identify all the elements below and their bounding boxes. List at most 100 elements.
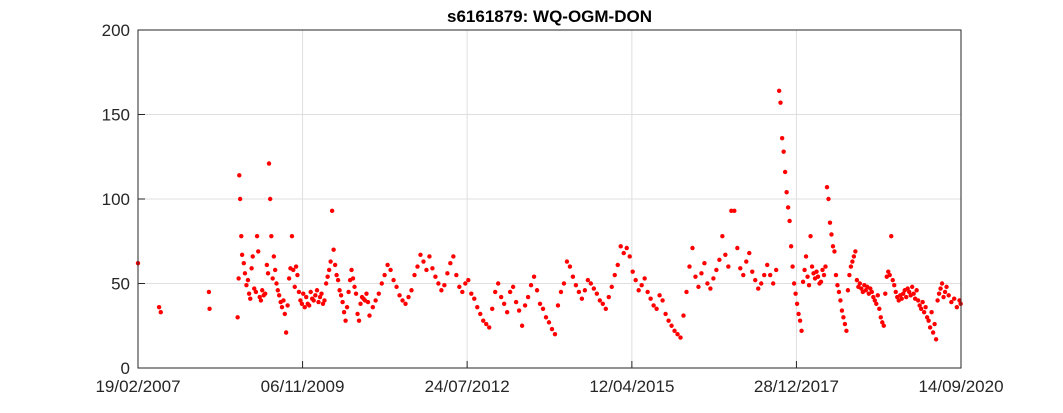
data-point [252, 286, 257, 291]
data-point [365, 299, 371, 305]
data-point [391, 277, 396, 283]
data-point [788, 244, 794, 249]
data-point [785, 205, 791, 210]
data-point [436, 281, 441, 286]
x-tick-label: 12/04/2015 [589, 377, 674, 396]
data-point [669, 323, 674, 328]
data-point [245, 277, 251, 283]
data-point [573, 282, 579, 288]
data-point [914, 288, 919, 293]
data-point [790, 264, 795, 269]
data-point [930, 330, 936, 335]
data-point [478, 311, 483, 317]
data-point [762, 272, 767, 278]
data-point [424, 267, 429, 273]
data-point [951, 296, 957, 301]
data-point [448, 261, 453, 266]
data-point [675, 332, 680, 337]
data-point [871, 294, 876, 300]
y-tick-label: 0 [121, 359, 130, 378]
data-point [552, 332, 558, 337]
data-point [857, 281, 863, 286]
data-point [720, 233, 725, 239]
data-point [311, 298, 316, 303]
data-point [352, 284, 357, 290]
data-point [292, 284, 297, 290]
data-point [358, 301, 363, 306]
x-tick-label: 28/12/2017 [754, 377, 839, 396]
data-point [841, 315, 846, 320]
data-point [850, 259, 855, 264]
data-point [684, 289, 689, 295]
data-point [642, 276, 647, 281]
data-point [881, 323, 886, 328]
data-point [281, 298, 286, 303]
data-point [394, 284, 399, 290]
data-point [356, 318, 362, 323]
data-point [430, 266, 435, 271]
data-point [546, 320, 552, 325]
data-point [645, 289, 650, 295]
data-point [379, 281, 384, 286]
data-point [418, 252, 423, 257]
data-point [510, 284, 516, 290]
y-tick-label: 100 [102, 190, 130, 209]
data-point [241, 261, 246, 266]
data-point [403, 301, 408, 306]
data-point [291, 267, 296, 273]
data-point [630, 269, 635, 274]
data-point [156, 304, 162, 310]
data-point [824, 184, 830, 190]
data-point [501, 301, 507, 306]
data-point [332, 262, 338, 268]
data-point [776, 88, 782, 94]
data-point [815, 274, 821, 279]
data-point [657, 293, 662, 298]
data-point [313, 293, 318, 298]
data-point [343, 318, 348, 323]
data-point [633, 277, 638, 283]
data-point [836, 289, 842, 295]
data-point [845, 288, 851, 293]
data-point [487, 325, 492, 330]
data-point [427, 254, 432, 259]
data-point [875, 293, 880, 298]
data-point [463, 281, 468, 286]
data-point [787, 218, 792, 224]
data-point [490, 306, 495, 312]
data-point [714, 267, 719, 273]
data-point [869, 289, 875, 295]
data-point [609, 284, 614, 290]
data-point [543, 315, 549, 320]
data-point [847, 272, 852, 278]
data-point [835, 282, 840, 288]
data-point [738, 266, 743, 271]
data-point [373, 298, 378, 303]
data-point [889, 233, 894, 239]
data-point [921, 310, 927, 315]
data-point [341, 310, 347, 315]
data-point [298, 298, 303, 303]
data-point [507, 289, 513, 295]
data-point [723, 252, 728, 257]
data-point [285, 303, 290, 308]
data-point [457, 284, 462, 290]
data-point [266, 161, 272, 166]
data-point [250, 254, 255, 259]
data-point [340, 299, 345, 305]
data-point [582, 288, 588, 293]
data-point [615, 262, 620, 268]
data-point [388, 267, 393, 273]
data-point [409, 288, 414, 293]
data-point [334, 272, 339, 278]
data-point [594, 291, 600, 296]
data-point [906, 289, 912, 295]
data-point [355, 311, 360, 317]
data-point [376, 291, 381, 296]
data-point [920, 299, 925, 305]
data-point [242, 271, 248, 276]
data-point [289, 233, 295, 239]
data-point [206, 289, 212, 295]
